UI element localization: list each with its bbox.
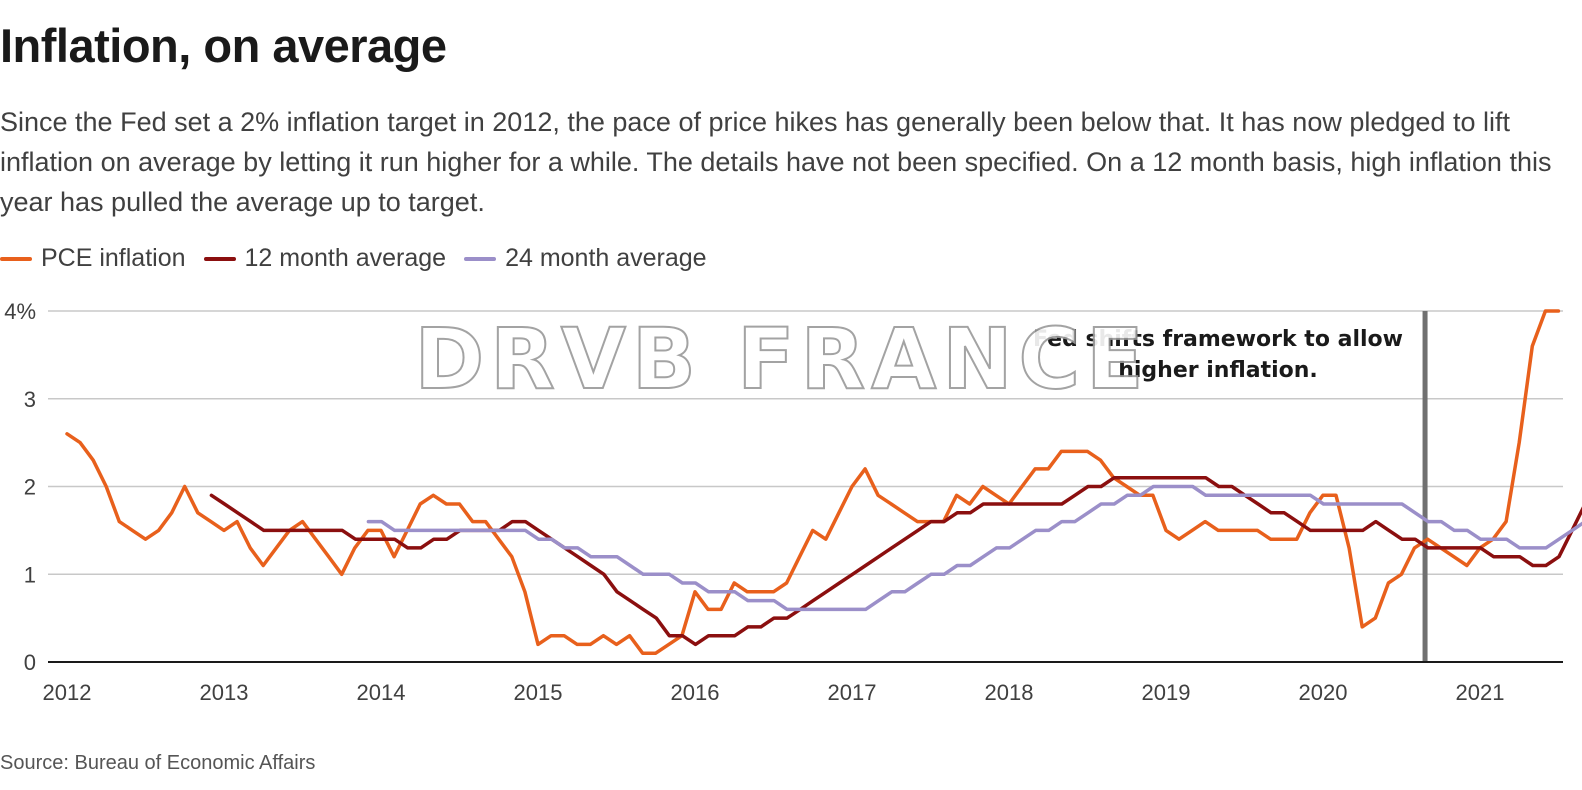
legend-item-12-month: 12 month average <box>203 244 447 273</box>
gridlines <box>48 310 1563 575</box>
annotation-text: higher inflation. <box>1118 358 1318 383</box>
x-tick-label: 2018 <box>985 680 1034 705</box>
axes: 0 1 2 3 4% 2012 2013 2014 2015 2016 2017 2018 2019 20… <box>4 299 1563 705</box>
series-line-12-month-average <box>209 475 1582 647</box>
x-tick-label: 2015 <box>514 680 563 705</box>
x-tick-label: 2017 <box>828 680 877 705</box>
legend-item-24-month: 24 month average <box>464 244 707 273</box>
series-line-24-month-average <box>366 484 1582 612</box>
annotation: Fed shifts framework to allow higher infl… <box>1033 311 1428 662</box>
y-tick-label: 3 <box>24 387 36 412</box>
watermark: DRVB FRANCE <box>413 309 1149 409</box>
legend-label-24-month: 24 month average <box>505 244 707 272</box>
x-tick-label: 2014 <box>357 680 406 705</box>
series-lines <box>65 309 1582 655</box>
watermark-text: DRVB FRANCE <box>414 310 1149 408</box>
legend-label-12-month: 12 month average <box>244 244 447 272</box>
legend-label-pce: PCE inflation <box>41 244 186 272</box>
x-tick-label: 2021 <box>1456 680 1505 705</box>
x-tick-label: 2020 <box>1299 680 1348 705</box>
series-line-pce-inflation <box>65 309 1561 655</box>
source-note: Source: Bureau of Economic Affairs <box>0 752 316 774</box>
legend-swatch-12-month <box>203 256 236 261</box>
legend: PCE inflation 12 month average 24 month … <box>0 244 725 273</box>
y-tick-label: 0 <box>24 650 36 675</box>
legend-swatch-pce <box>0 256 32 261</box>
legend-item-pce: PCE inflation <box>0 244 186 273</box>
x-tick-label: 2016 <box>671 680 720 705</box>
y-tick-label: 1 <box>24 562 36 587</box>
chart-title: Inflation, on average <box>0 19 447 72</box>
line-chart: Fed shifts framework to allow higher infl… <box>4 299 1582 705</box>
y-tick-label: 2 <box>24 475 36 500</box>
chart-subtitle: Since the Fed set a 2% inflation target … <box>0 107 1552 217</box>
x-tick-label: 2019 <box>1142 680 1191 705</box>
legend-swatch-24-month <box>464 256 497 261</box>
annotation-text: Fed shifts framework to allow <box>1033 327 1403 352</box>
x-tick-label: 2012 <box>43 680 92 705</box>
x-tick-label: 2013 <box>200 680 249 705</box>
y-tick-label: 4% <box>4 299 36 324</box>
